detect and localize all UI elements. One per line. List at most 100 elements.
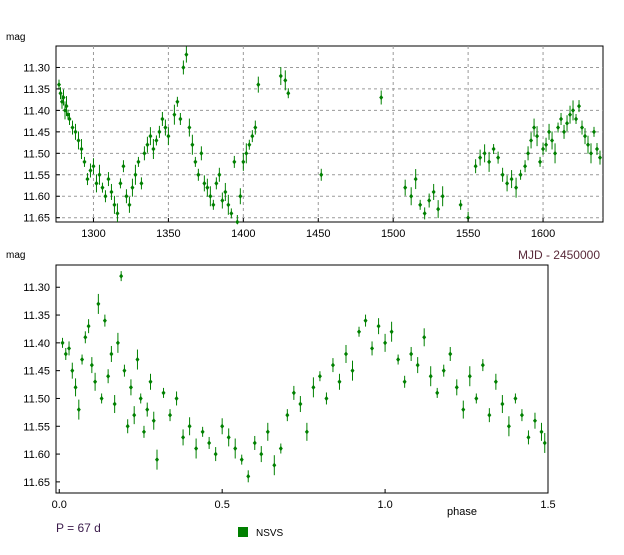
phase-data-point — [115, 332, 120, 353]
phase-data-point — [383, 333, 388, 352]
time-series-data-point — [121, 160, 126, 173]
phase-data-point — [125, 419, 130, 434]
phase-x-tick-label: 0.0 — [52, 499, 67, 511]
phase-data-point — [200, 426, 205, 437]
time-series-data-point — [58, 87, 63, 100]
time-series-data-point — [532, 118, 537, 137]
time-series-data-point — [154, 135, 159, 146]
time-series-data-point — [482, 144, 487, 163]
time-series-panel: 11.30 11.35 11.40 11.45 11.50 11.55 11.60 11.65… — [6, 32, 604, 262]
phase-data-point — [112, 395, 117, 414]
phase-data-point — [93, 372, 98, 391]
phase-data-point — [304, 422, 309, 441]
phase-data-point — [181, 429, 186, 446]
time-series-data-point — [184, 46, 189, 63]
time-series-data-point — [64, 96, 69, 117]
time-series-data-point — [85, 173, 90, 186]
period-label: P = 67 d — [56, 521, 101, 535]
phase-data-point — [461, 400, 466, 419]
phase-data-point — [422, 328, 427, 347]
time-series-x-tick-label: 1500 — [381, 228, 405, 240]
time-series-data-point — [541, 143, 546, 156]
time-series-data-point — [413, 169, 418, 190]
phase-data-point — [73, 378, 78, 397]
time-series-data-point — [505, 175, 510, 192]
time-series-data-point — [56, 79, 61, 90]
time-series-data-point — [458, 199, 463, 210]
legend: NSVS — [238, 527, 284, 539]
time-series-x-tick-label: 1350 — [156, 228, 180, 240]
phase-data-point — [148, 373, 153, 390]
phase-data-point — [155, 449, 160, 470]
time-series-data-point — [217, 167, 222, 182]
phase-data-point — [70, 362, 75, 379]
phase-data-point — [132, 406, 137, 425]
phase-data-point — [448, 346, 453, 361]
time-series-data-point — [118, 178, 123, 189]
time-series-data-point — [193, 156, 198, 167]
time-series-data-point — [431, 183, 436, 200]
phase-data-point — [109, 345, 114, 362]
phase-data-point — [233, 438, 238, 459]
time-series-y-ticks: 11.30 11.35 11.40 11.45 11.50 11.55 11.60 11.65 — [23, 62, 60, 225]
time-series-data-point — [62, 101, 67, 120]
phase-data-point — [187, 417, 192, 436]
phase-y-tick-label: 11.30 — [23, 282, 50, 294]
time-series-y-tick-label: 11.50 — [23, 148, 50, 160]
phase-data-point — [500, 395, 505, 414]
time-series-data-point — [379, 90, 384, 105]
phase-data-point — [532, 412, 537, 429]
phase-data-point — [259, 446, 264, 463]
phase-data-point — [86, 319, 91, 334]
time-series-data-point — [589, 143, 594, 164]
phase-data-point — [506, 416, 511, 437]
time-series-data-point — [418, 199, 423, 210]
time-series-data-point — [574, 113, 579, 124]
time-series-data-point — [112, 195, 117, 214]
legend-swatch — [238, 527, 248, 537]
time-series-data-point — [473, 159, 478, 174]
time-series-data-point — [556, 122, 561, 133]
phase-data-point — [330, 358, 335, 373]
time-series-data-point — [163, 119, 168, 136]
time-series-data-point — [223, 182, 228, 201]
phase-data-point — [435, 387, 440, 398]
phase-data-point — [467, 366, 472, 387]
phase-data-point — [63, 347, 68, 360]
time-series-data-point — [190, 134, 195, 155]
time-series-data-point — [422, 207, 427, 220]
phase-data-point — [80, 354, 85, 365]
phase-data-point — [135, 349, 140, 370]
time-series-data-point — [565, 115, 570, 132]
time-series-data-point — [151, 139, 156, 160]
time-series-data-point — [427, 193, 432, 208]
phase-y-unit-label: mag — [6, 250, 25, 261]
phase-y-tick-label: 11.55 — [23, 421, 50, 433]
time-series-y-tick-label: 11.30 — [23, 62, 50, 74]
time-series-data-point — [133, 164, 138, 185]
time-series-data-point — [142, 146, 147, 161]
time-series-data-point — [94, 174, 99, 193]
time-series-data-point — [595, 143, 600, 156]
time-series-y-tick-label: 11.65 — [23, 213, 50, 225]
time-series-data-point — [70, 120, 75, 135]
time-series-data-point — [487, 151, 492, 172]
phase-data-point — [265, 422, 270, 441]
time-series-data-point — [478, 149, 483, 166]
phase-data-point — [409, 346, 414, 361]
time-series-data-point — [547, 123, 552, 140]
phase-data-point — [493, 373, 498, 390]
phase-x-axis-title: phase — [447, 506, 477, 518]
time-series-data-point — [514, 177, 519, 198]
phase-data-point — [252, 435, 257, 450]
time-series-data-point — [136, 156, 141, 167]
phase-panel: 11.30 11.35 11.40 11.45 11.50 11.55 11.60 11.65… — [6, 250, 556, 539]
time-series-x-tick-label: 1400 — [231, 228, 255, 240]
phase-data-point — [99, 393, 104, 404]
time-series-data-point — [319, 168, 324, 181]
phase-data-point — [513, 393, 518, 404]
phase-data-point — [83, 331, 88, 344]
phase-data-point — [357, 326, 362, 337]
time-series-data-point — [181, 60, 186, 75]
time-series-data-point — [509, 170, 514, 189]
